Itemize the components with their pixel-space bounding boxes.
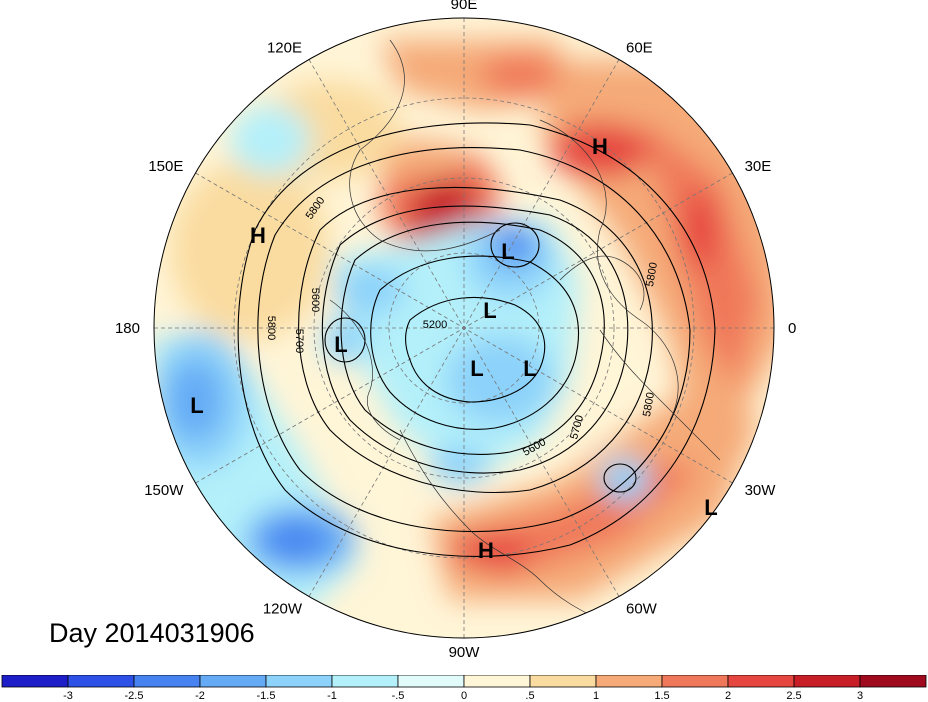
contour-label: 5700 [293,329,305,353]
low-pressure-label: L [190,393,203,418]
low-pressure-label: L [523,356,536,381]
coastlines [329,39,721,621]
longitude-label: 180 [115,320,140,337]
colorbar-swatch [859,675,927,688]
high-pressure-label: H [478,538,494,563]
contour-label: 5200 [423,319,447,331]
anomaly-field [154,18,774,638]
colorbar-tick-label: -2 [195,690,205,702]
colorbar-tick-label: 0 [461,690,467,702]
longitude-label: 30W [745,482,777,499]
contour-label: 5800 [641,391,657,417]
colorbar-tick-label: -2.5 [125,690,144,702]
colorbar-swatch [529,675,597,688]
colorbar-swatch [463,675,531,688]
colorbar-swatch [793,675,861,688]
colorbar-tick-label: 3 [857,690,863,702]
longitude-label: 60E [626,39,653,56]
low-pressure-label: L [470,356,483,381]
low-pressure-label: L [334,332,347,357]
high-pressure-label: H [592,134,608,159]
colorbar-tick-label: .5 [525,690,534,702]
colorbar-tick-label: -.5 [392,690,405,702]
colorbar-tick-label: 1 [593,690,599,702]
colorbar-swatch [1,675,69,688]
colorbar-tick-label: 2 [725,690,731,702]
longitude-label: 60W [626,601,658,618]
colorbar-tick-label: -1 [327,690,337,702]
map-boundary [153,17,775,639]
longitude-label: 120E [267,39,302,56]
colorbar-swatch [67,675,135,688]
colorbar-swatch [397,675,465,688]
low-pressure-label: L [704,495,717,520]
colorbar-swatch [199,675,267,688]
colorbar-swatch [661,675,729,688]
low-pressure-label: L [501,239,514,264]
colorbar-swatch [265,675,333,688]
height-contours [237,122,716,557]
contour-label: 5800 [644,261,660,287]
colorbar-tick-label: 1.5 [654,690,669,702]
contour-label: 5600 [309,288,321,312]
colorbar-swatch [595,675,663,688]
pressure-center-labels: H H H L L L L L L L [190,134,717,563]
high-pressure-label: H [250,223,266,248]
colorbar-swatch [133,675,201,688]
map-title: Day 2014031906 [49,618,255,648]
longitude-label: 150W [144,482,184,499]
polar-stereographic-map: 90E 60E 30E 0 30W 60W 90W 120W 150W 180 150E 120E H… [115,0,796,661]
colorbar-swatch [331,675,399,688]
graticule [154,18,774,638]
colorbar-swatch [727,675,795,688]
colorbar-tick-label: 2.5 [786,690,801,702]
longitude-label: 90W [449,644,481,661]
longitude-labels: 90E 60E 30E 0 30W 60W 90W 120W 150W 180 150E 120E [115,0,796,661]
longitude-label: 30E [745,158,772,175]
colorbar: -3 -2.5 -2 -1.5 -1 -.5 0 .5 1 1.5 2 2.5 3 [1,675,927,702]
colorbar-tick-label: -3 [63,690,73,702]
colorbar-tick-label: -1.5 [257,690,276,702]
longitude-label: 150E [148,158,183,175]
longitude-label: 90E [451,0,478,13]
contour-label: 5800 [265,316,277,340]
longitude-label: 0 [788,320,796,337]
longitude-label: 120W [263,601,303,618]
low-pressure-label: L [483,298,496,323]
